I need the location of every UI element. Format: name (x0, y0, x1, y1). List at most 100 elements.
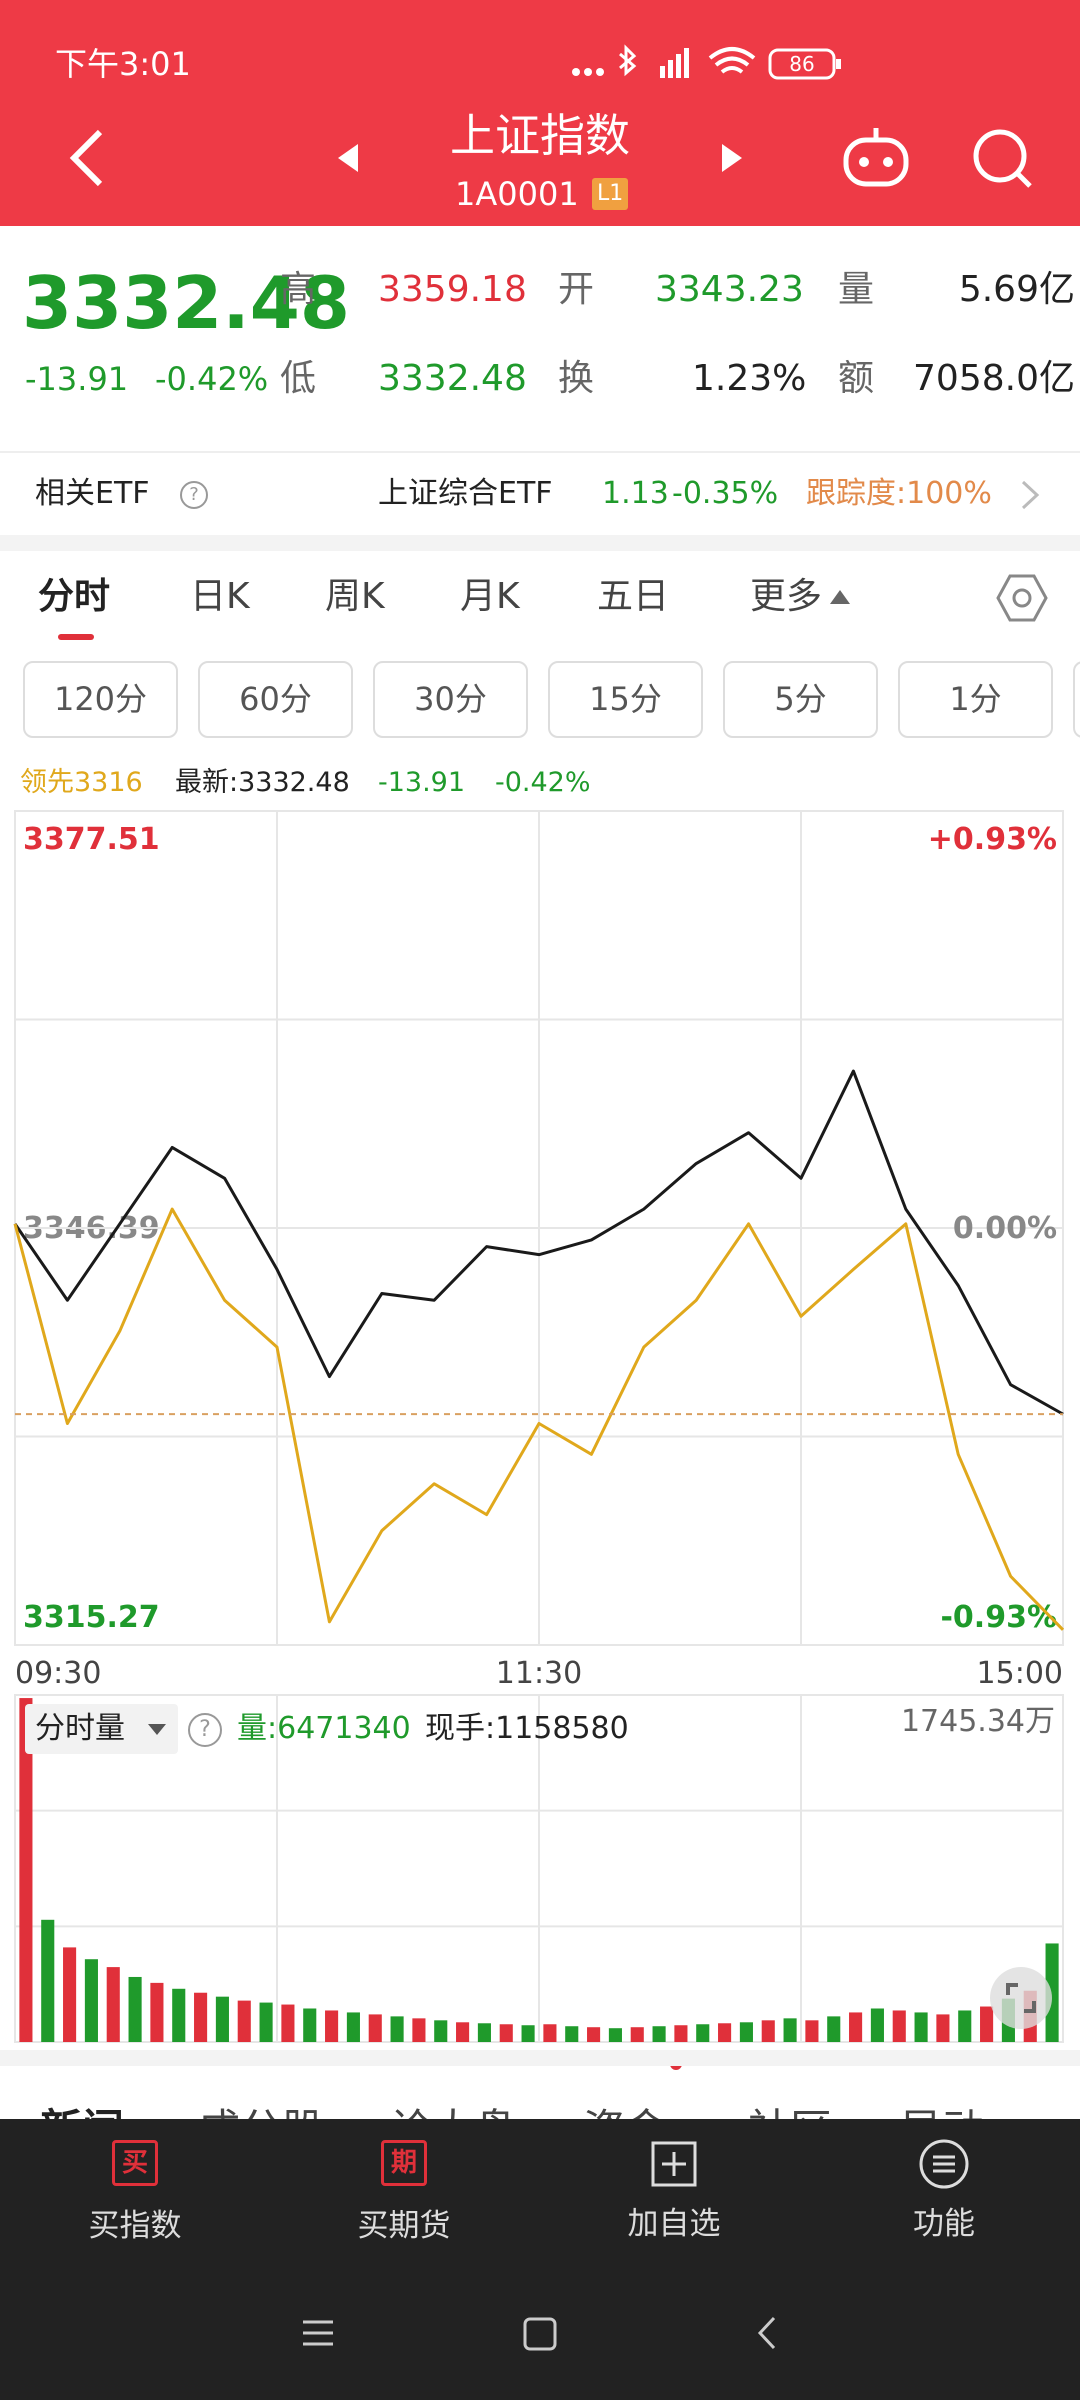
volume-bar (587, 2027, 601, 2042)
x-tick-label: 09:30 (15, 1656, 101, 1691)
etf-tracking: 跟踪度:100% (806, 476, 992, 511)
tab[interactable]: 分时 (38, 576, 111, 617)
stat-label: 低 (280, 358, 317, 399)
news-tab[interactable]: 成分股 (198, 2096, 324, 2119)
volume-bar (1045, 1943, 1059, 2042)
interval-button[interactable]: 60分 (198, 661, 353, 738)
news-tab[interactable]: 诊大盘 (390, 2096, 516, 2119)
news-tab[interactable]: 异动 (900, 2096, 984, 2119)
selector-arrow (148, 1724, 166, 1735)
search-button[interactable] (973, 129, 1032, 188)
legend-latest: 最新:3332.48 (175, 767, 350, 798)
volume-bar (434, 2020, 448, 2042)
nav-item[interactable]: 期买期货 (304, 2140, 504, 2245)
x-tick-label: 11:30 (496, 1656, 582, 1691)
robot-button[interactable] (843, 128, 909, 187)
code: 1A0001 (455, 175, 579, 213)
interval-button[interactable]: 1分 (898, 661, 1053, 738)
volume-bar (456, 2022, 470, 2042)
nav-item[interactable]: 买买指数 (35, 2140, 235, 2245)
interval-button[interactable]: 15分 (548, 661, 703, 738)
volume-bar (936, 2014, 950, 2042)
volume-bar (259, 2002, 273, 2042)
tab[interactable]: 周K (325, 576, 385, 617)
nav-item[interactable]: 加自选 (574, 2140, 774, 2243)
news-tabs: 新闻 成分股 诊大盘 资金 社区 异动 (0, 2066, 1080, 2119)
volume-bar (980, 2006, 994, 2042)
nav-item[interactable]: 功能 (844, 2139, 1044, 2243)
interval-button[interactable]: 5分 (723, 661, 878, 738)
volume-bar (346, 2012, 360, 2042)
volume-bar (783, 2018, 797, 2042)
etf-name: 上证综合ETF (378, 476, 553, 511)
volume-bar (194, 1992, 208, 2042)
stat-label: 开 (558, 269, 595, 310)
stat-label: 换 (558, 358, 595, 399)
volume-bar (128, 1976, 142, 2042)
title: 上证指数 (449, 109, 630, 162)
volume-bar (543, 2024, 557, 2042)
volume-bar (106, 1967, 120, 2042)
nav-icon: 买 (112, 2140, 158, 2186)
stat-value: 5.69亿 (958, 269, 1075, 310)
volume-bar (63, 1947, 77, 2042)
interval-button[interactable]: 30分 (373, 661, 528, 738)
etf-chevron[interactable] (1015, 478, 1045, 512)
divider (0, 2050, 1080, 2066)
prev-button[interactable] (338, 144, 358, 172)
y2-tick-label: 0.00% (953, 1211, 1057, 1246)
volume-bar (303, 2008, 317, 2042)
price-line (13, 1069, 1064, 1416)
tab[interactable]: 月K (460, 576, 520, 617)
etf-label: 相关ETF (35, 476, 150, 511)
news-tab[interactable]: 资金 (583, 2096, 667, 2119)
volume-bar (215, 1996, 229, 2042)
legend-lead: 领先3316 (20, 767, 143, 798)
settings-icon[interactable] (996, 572, 1048, 624)
menu-button[interactable] (303, 2320, 333, 2346)
interval-button[interactable]: 120分 (23, 661, 178, 738)
help-icon[interactable]: ? (188, 1713, 222, 1747)
tab[interactable]: 五日 (597, 576, 670, 617)
volume-bar (870, 2008, 884, 2042)
nav-icon (651, 2141, 697, 2187)
news-tab[interactable]: 新闻 (40, 2096, 124, 2119)
home-button[interactable] (523, 2317, 557, 2351)
volume-bar (739, 2022, 753, 2042)
back-nav-button[interactable] (757, 2316, 776, 2350)
stat-value: 3359.18 (378, 269, 527, 310)
y-tick-label: 3377.51 (23, 822, 160, 857)
volume-selector[interactable]: 分时量 (35, 1711, 125, 1746)
battery-level: 86 (789, 52, 814, 76)
volume-bar (565, 2026, 579, 2042)
news-tab[interactable]: 社区 (748, 2096, 832, 2119)
nav-label: 功能 (913, 2206, 975, 2242)
tab[interactable]: 日K (190, 576, 250, 617)
volume-bar (718, 2023, 732, 2042)
nav-icon (919, 2139, 969, 2189)
bottom-nav (0, 2119, 1080, 2400)
volume-bar (281, 2004, 295, 2042)
level-badge: L1 (592, 178, 629, 210)
notice-dot (670, 2066, 682, 2070)
help-icon[interactable]: ? (180, 481, 208, 509)
volume-bar (892, 2010, 906, 2042)
volume-bar (84, 1959, 98, 2042)
legend-change: -13.91 (378, 767, 466, 798)
stat-value: 7058.0亿 (913, 358, 1075, 399)
volume-bar (390, 2016, 404, 2042)
nav-icon: 期 (381, 2140, 427, 2186)
y-tick-label: 3315.27 (23, 1600, 160, 1635)
stat-value: 1.23% (692, 358, 807, 399)
volume-bar (19, 1698, 33, 2042)
status-time: 下午3:01 (55, 45, 191, 83)
tab[interactable]: 更多 (750, 576, 823, 617)
fullscreen-button[interactable] (988, 1965, 1054, 2031)
volume-bar (849, 2012, 863, 2042)
next-button[interactable] (722, 144, 742, 172)
divider (0, 451, 1080, 453)
stat-value: 3343.23 (655, 269, 804, 310)
back-button[interactable] (69, 129, 103, 187)
tab-indicator (58, 634, 94, 640)
volume-bar (761, 2020, 775, 2042)
